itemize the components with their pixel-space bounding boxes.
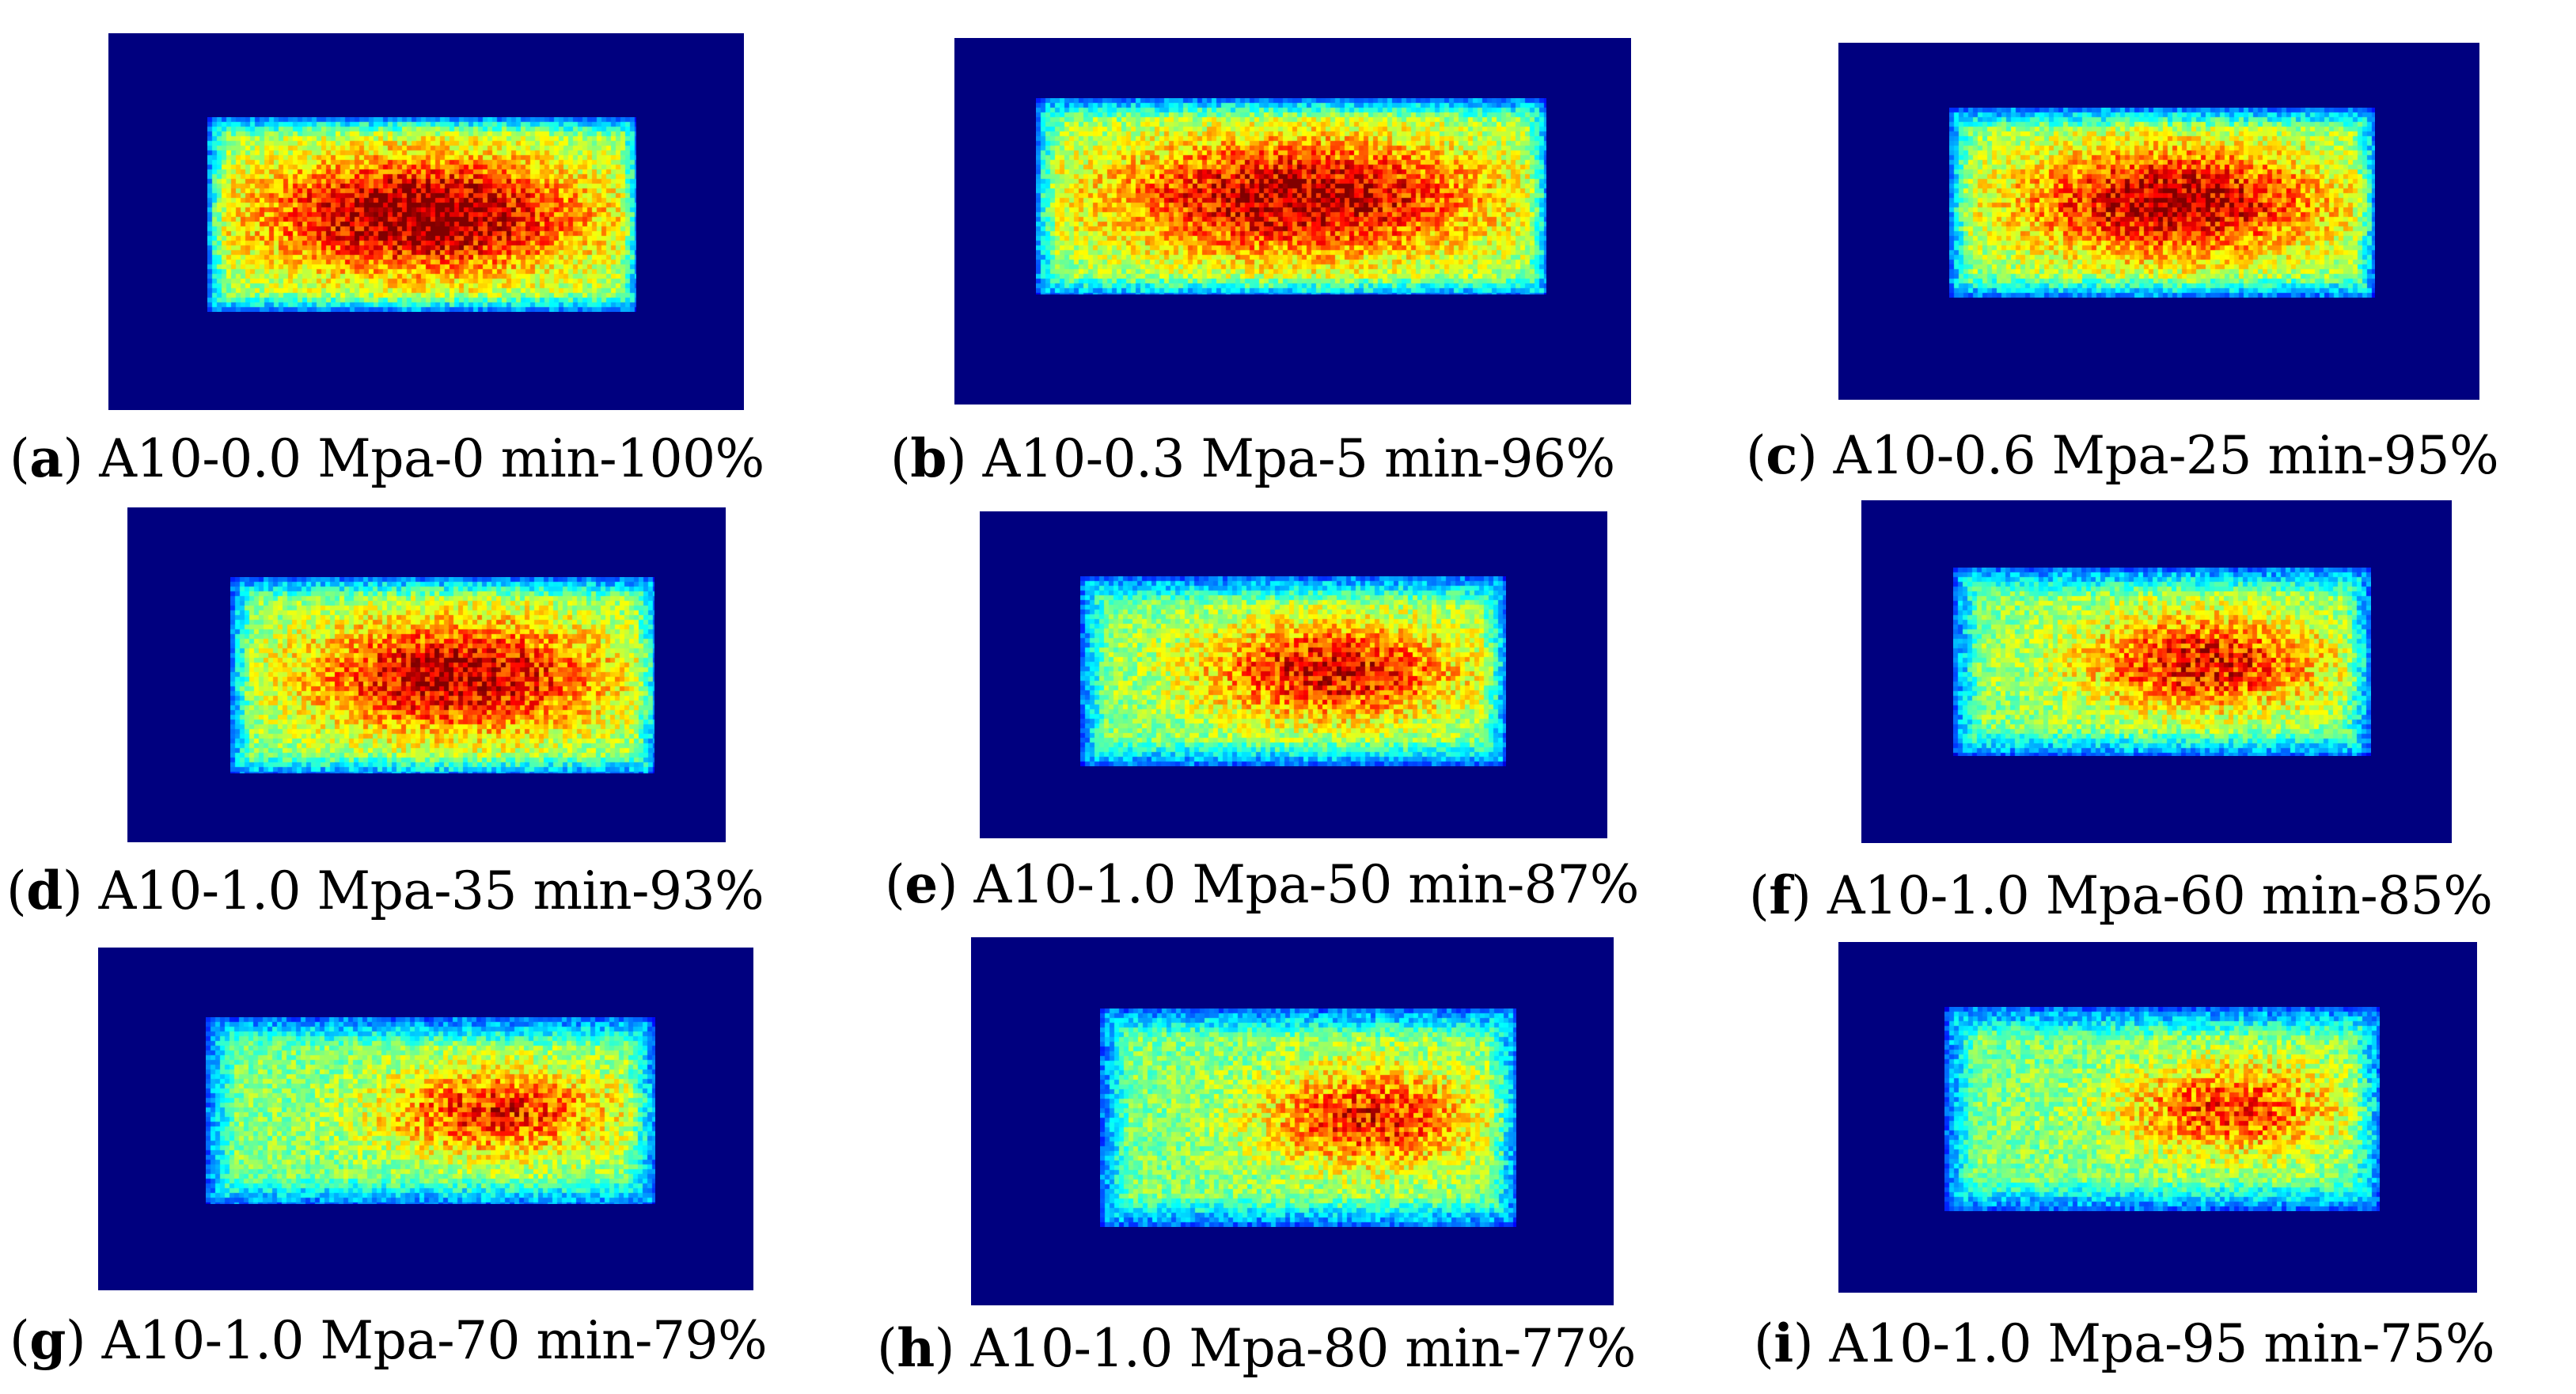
caption-text-g: A10-1.0 Mpa-70 min-79% — [101, 1310, 768, 1371]
caption-text-i: A10-1.0 Mpa-95 min-75% — [1829, 1313, 2495, 1374]
caption-g: (g) A10-1.0 Mpa-70 min-79% — [9, 1309, 768, 1371]
heatmap-h — [1100, 1008, 1516, 1227]
caption-letter-d: d — [26, 860, 63, 921]
caption-letter-f: f — [1769, 864, 1792, 926]
caption-text-f: A10-1.0 Mpa-60 min-85% — [1827, 865, 2493, 926]
heatmap-f — [1953, 568, 2371, 756]
heatmap-panel-e — [980, 511, 1607, 838]
heatmap-panel-h — [971, 937, 1614, 1305]
caption-e: (e) A10-1.0 Mpa-50 min-87% — [885, 853, 1640, 915]
caption-letter-i: i — [1774, 1312, 1793, 1374]
caption-text-c: A10-0.6 Mpa-25 min-95% — [1833, 425, 2499, 486]
heatmap-b — [1036, 98, 1546, 294]
caption-i: (i) A10-1.0 Mpa-95 min-75% — [1754, 1312, 2495, 1374]
heatmap-i — [1944, 1007, 2380, 1211]
heatmap-panel-d — [127, 507, 726, 842]
caption-letter-a: a — [29, 427, 63, 489]
caption-text-d: A10-1.0 Mpa-35 min-93% — [98, 860, 764, 921]
caption-b: (b) A10-0.3 Mpa-5 min-96% — [890, 427, 1615, 489]
caption-text-b: A10-0.3 Mpa-5 min-96% — [982, 428, 1616, 489]
caption-text-h: A10-1.0 Mpa-80 min-77% — [970, 1318, 1637, 1379]
caption-a: (a) A10-0.0 Mpa-0 min-100% — [9, 427, 764, 489]
caption-h: (h) A10-1.0 Mpa-80 min-77% — [877, 1317, 1637, 1379]
caption-letter-h: h — [897, 1317, 935, 1379]
caption-letter-g: g — [29, 1309, 66, 1371]
heatmap-d — [230, 577, 654, 773]
heatmap-g — [206, 1017, 655, 1204]
caption-c: (c) A10-0.6 Mpa-25 min-95% — [1746, 424, 2499, 486]
heatmap-panel-i — [1838, 942, 2477, 1293]
heatmap-panel-f — [1861, 500, 2452, 843]
caption-d: (d) A10-1.0 Mpa-35 min-93% — [6, 860, 764, 921]
heatmap-panel-c — [1838, 43, 2479, 400]
caption-f: (f) A10-1.0 Mpa-60 min-85% — [1749, 864, 2493, 926]
heatmap-a — [207, 117, 636, 312]
heatmap-c — [1949, 108, 2375, 298]
heatmap-e — [1080, 576, 1506, 766]
heatmap-panel-b — [954, 38, 1631, 405]
caption-text-a: A10-0.0 Mpa-0 min-100% — [99, 428, 764, 489]
heatmap-panel-a — [108, 33, 744, 410]
heatmap-panel-g — [98, 948, 753, 1290]
caption-letter-b: b — [910, 427, 947, 489]
caption-letter-c: c — [1766, 424, 1797, 486]
caption-letter-e: e — [905, 853, 938, 915]
caption-text-e: A10-1.0 Mpa-50 min-87% — [973, 854, 1640, 915]
